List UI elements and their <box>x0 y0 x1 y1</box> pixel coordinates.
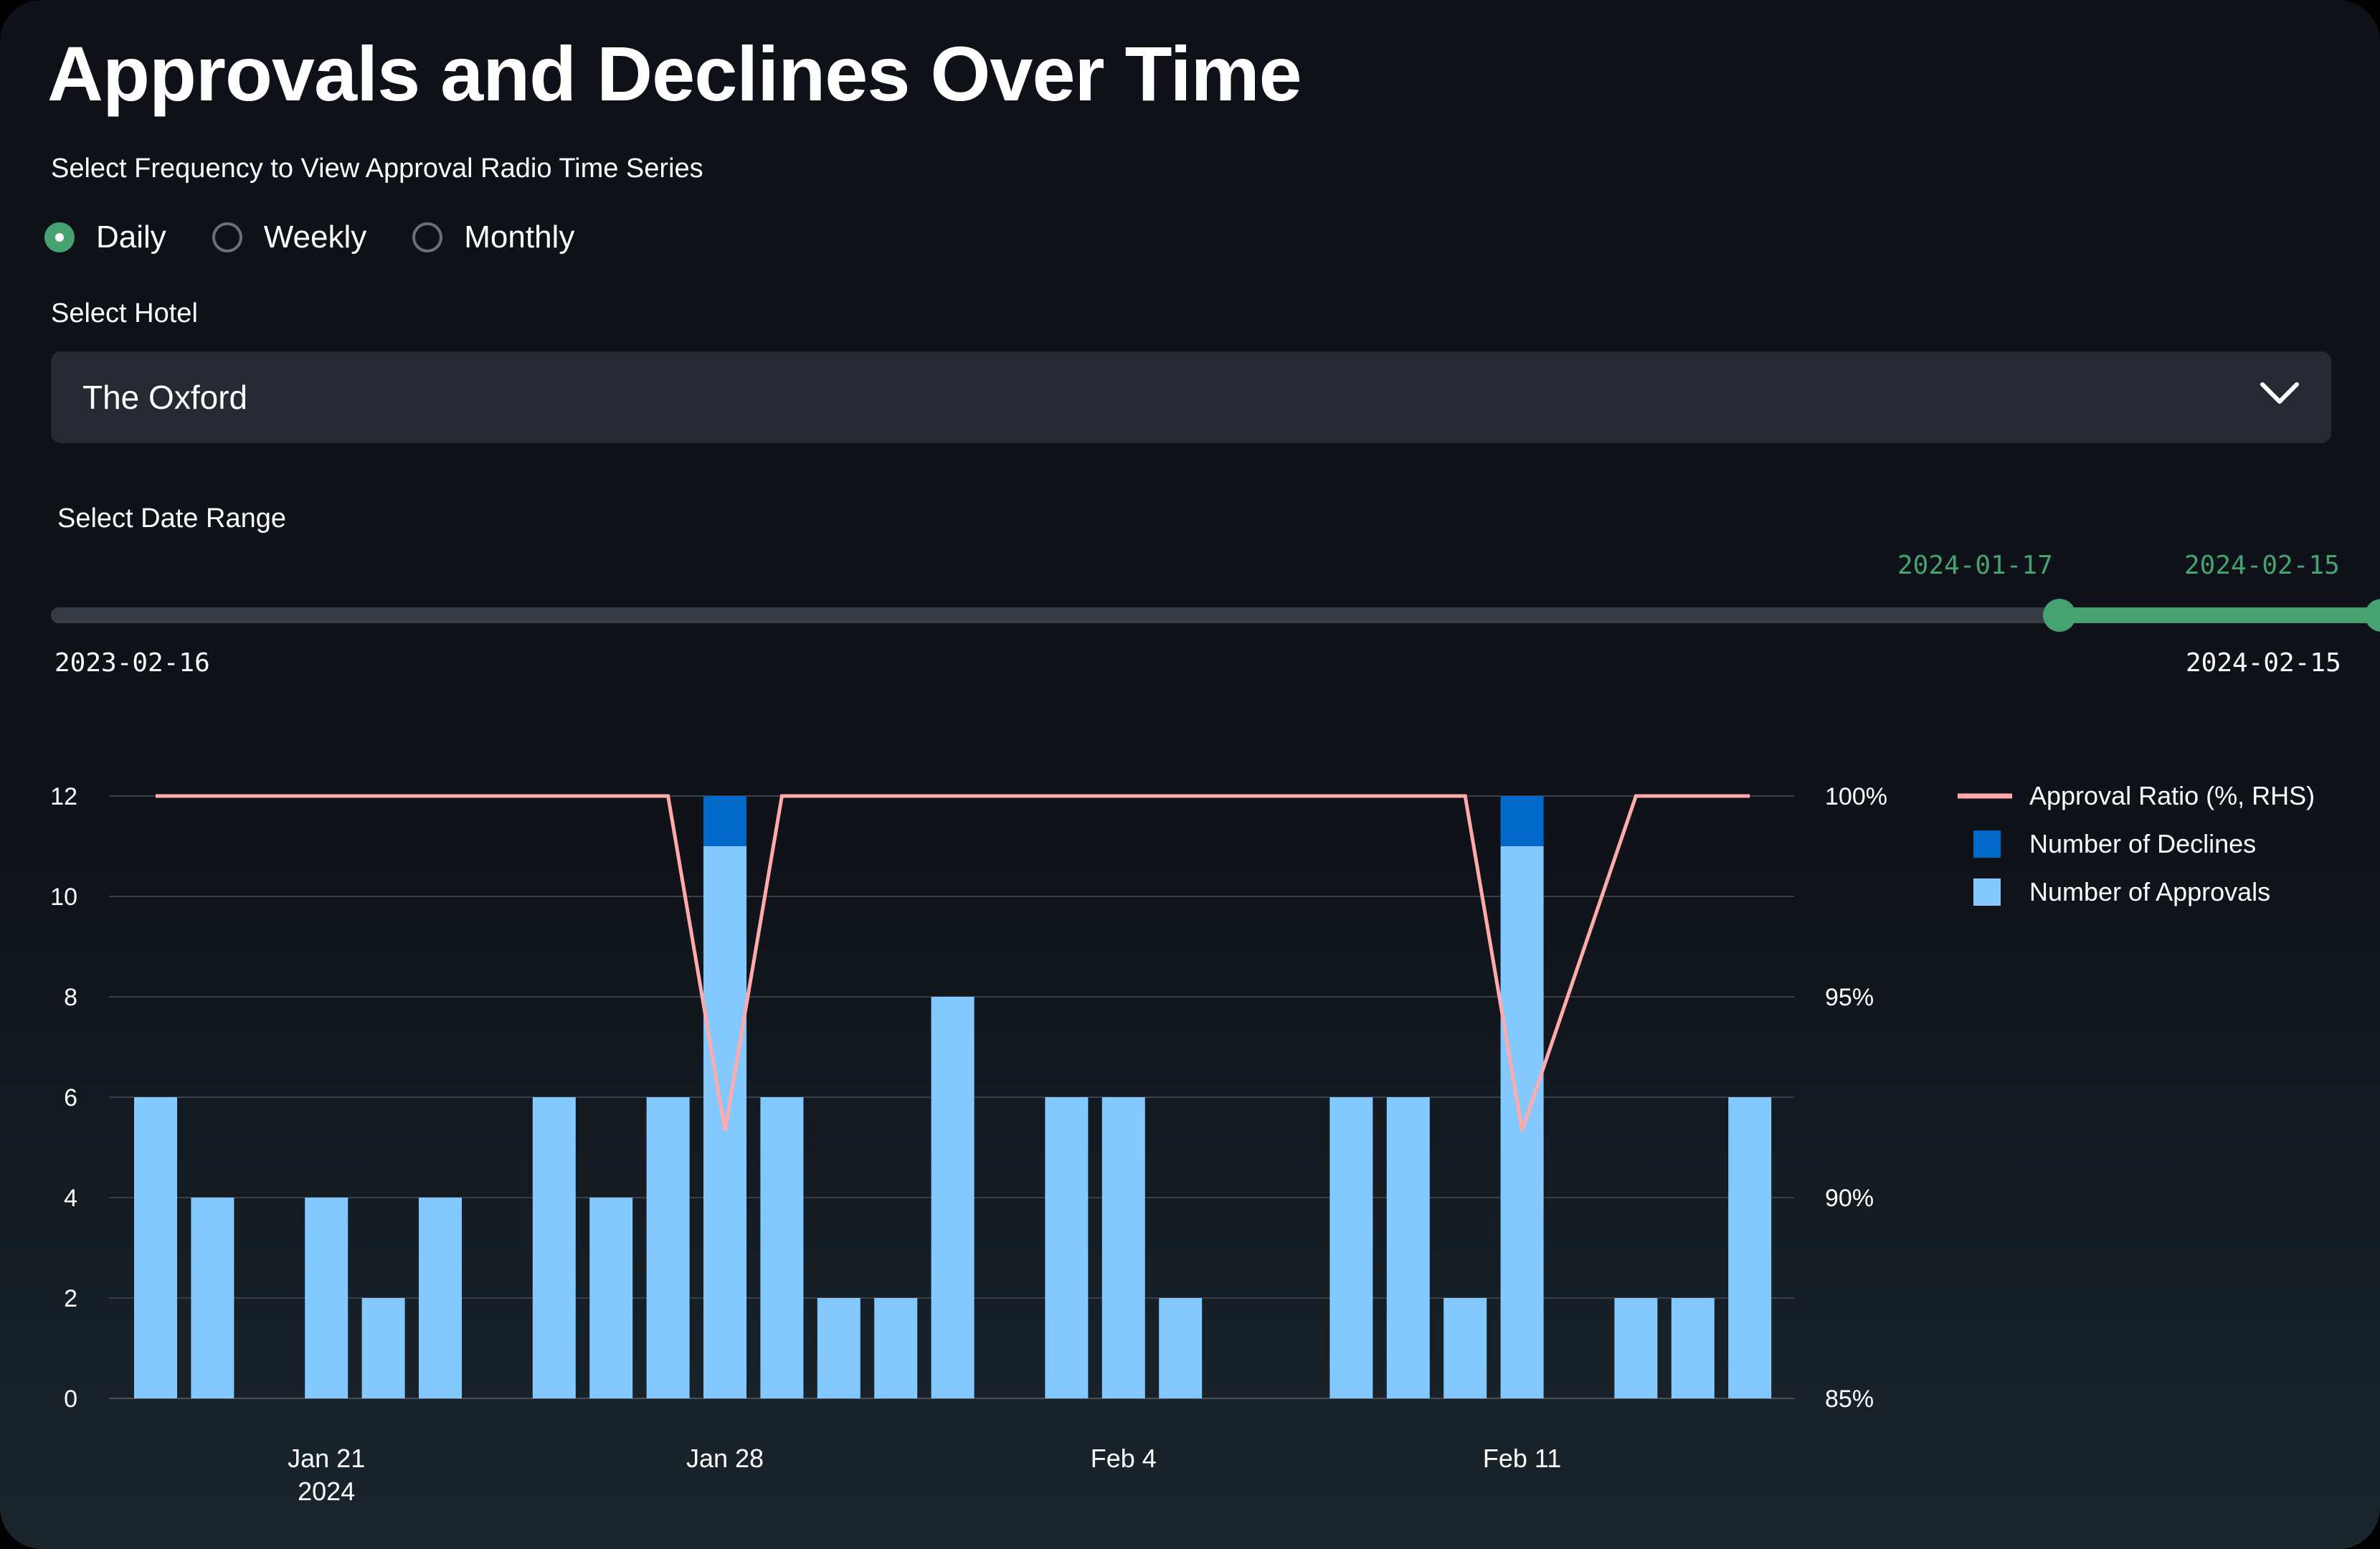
bar-approvals <box>646 1097 690 1398</box>
radio-circle-monthly[interactable] <box>412 222 443 252</box>
bar-approvals <box>1329 1097 1373 1398</box>
bar-approvals <box>760 1097 804 1398</box>
y-left-tick-label: 0 <box>64 1385 77 1413</box>
slider-end-value: 2024-02-15 <box>2184 551 2340 580</box>
x-tick-label: Jan 28 <box>686 1444 764 1473</box>
bar-approvals <box>361 1298 405 1398</box>
slider-selected-range <box>2059 607 2380 623</box>
bar-approvals <box>874 1298 918 1398</box>
radio-circle-daily[interactable] <box>44 222 75 252</box>
radio-daily[interactable]: Daily <box>44 219 166 255</box>
bar-approvals <box>419 1198 462 1398</box>
bar-approvals <box>1386 1097 1430 1398</box>
radio-monthly[interactable]: Monthly <box>412 219 574 255</box>
y-left-tick-label: 2 <box>64 1285 77 1312</box>
bar-approvals <box>134 1097 177 1398</box>
chevron-down-icon[interactable] <box>2258 379 2301 407</box>
bar-approvals <box>191 1198 234 1398</box>
y-left-tick-label: 12 <box>50 783 77 810</box>
hotel-select-value: The Oxford <box>82 379 248 416</box>
radio-weekly[interactable]: Weekly <box>212 219 366 255</box>
y-left-tick-label: 6 <box>64 1084 77 1112</box>
approval-ratio-line <box>156 794 1750 1132</box>
slider-min-label: 2023-02-16 <box>54 648 210 678</box>
bar-approvals <box>817 1298 861 1398</box>
legend-declines-swatch <box>1973 830 2001 858</box>
radio-label-monthly: Monthly <box>464 219 575 255</box>
bar-approvals <box>1159 1298 1203 1398</box>
bar-approvals <box>532 1097 576 1398</box>
frequency-label: Select Frequency to View Approval Radio … <box>51 153 703 184</box>
bar-approvals <box>931 997 975 1398</box>
y-left-tick-label: 4 <box>64 1185 77 1212</box>
frequency-radio-group: Daily Weekly Monthly <box>44 219 620 255</box>
date-range-label: Select Date Range <box>57 503 286 534</box>
bar-declines <box>1500 796 1544 846</box>
x-tick-sublabel: 2024 <box>298 1477 355 1506</box>
bar-approvals <box>1614 1298 1658 1398</box>
bar-approvals <box>1671 1298 1715 1398</box>
x-tick-label: Feb 11 <box>1483 1444 1561 1473</box>
y-left-tick-label: 8 <box>64 984 77 1011</box>
hotel-label: Select Hotel <box>51 298 198 328</box>
legend-declines-label[interactable]: Number of Declines <box>2029 829 2256 858</box>
slider-handle-start[interactable] <box>2043 599 2076 632</box>
hotel-select[interactable]: The Oxford <box>51 351 2331 443</box>
y-left-tick-label: 10 <box>50 884 77 911</box>
page-title: Approvals and Declines Over Time <box>47 30 1302 117</box>
legend-approvals-swatch <box>1973 878 2001 906</box>
x-tick-label: Feb 4 <box>1091 1444 1157 1473</box>
y-right-tick-label: 85% <box>1825 1385 1874 1413</box>
radio-label-daily: Daily <box>96 219 166 255</box>
bar-approvals <box>1728 1097 1772 1398</box>
bar-declines <box>703 796 746 846</box>
x-tick-label: Jan 21 <box>288 1444 365 1473</box>
radio-circle-weekly[interactable] <box>212 222 242 252</box>
y-right-tick-label: 100% <box>1825 783 1887 810</box>
legend-approvals-label[interactable]: Number of Approvals <box>2029 877 2270 906</box>
bar-approvals <box>1101 1097 1145 1398</box>
radio-label-weekly: Weekly <box>263 219 367 255</box>
bar-approvals <box>1045 1097 1089 1398</box>
bar-approvals <box>1443 1298 1487 1398</box>
y-right-tick-label: 90% <box>1825 1185 1874 1212</box>
slider-start-value: 2024-01-17 <box>1897 551 2053 580</box>
y-right-tick-label: 95% <box>1825 984 1874 1011</box>
slider-handle-end[interactable] <box>2365 599 2380 632</box>
legend-approval-ratio-label[interactable]: Approval Ratio (%, RHS) <box>2029 781 2315 810</box>
date-range-slider[interactable] <box>51 599 2380 632</box>
bar-approvals <box>589 1198 633 1398</box>
slider-max-label: 2024-02-15 <box>2186 648 2341 678</box>
bar-approvals <box>305 1198 349 1398</box>
